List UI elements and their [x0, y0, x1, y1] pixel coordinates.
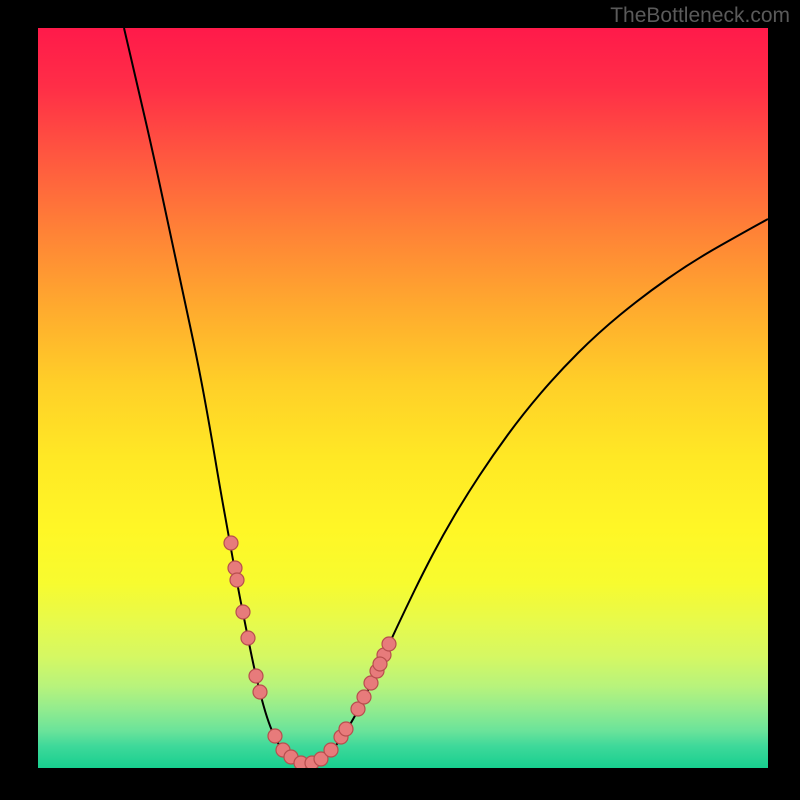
data-marker — [253, 685, 267, 699]
data-marker — [373, 657, 387, 671]
data-marker — [324, 743, 338, 757]
data-marker — [230, 573, 244, 587]
data-marker — [382, 637, 396, 651]
watermark-text: TheBottleneck.com — [610, 4, 790, 28]
data-marker — [236, 605, 250, 619]
data-marker — [224, 536, 238, 550]
data-marker — [268, 729, 282, 743]
data-marker — [357, 690, 371, 704]
data-marker — [249, 669, 263, 683]
plot-area — [38, 28, 768, 768]
data-marker — [241, 631, 255, 645]
data-marker — [339, 722, 353, 736]
curve-overlay — [38, 28, 768, 768]
v-curve — [124, 28, 768, 764]
